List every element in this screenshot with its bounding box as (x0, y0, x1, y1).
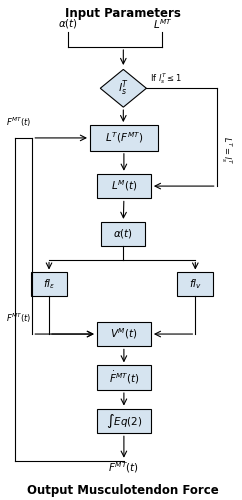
Text: $L^T(F^{MT})$: $L^T(F^{MT})$ (105, 130, 143, 146)
Text: $l_s^T$: $l_s^T$ (118, 78, 129, 98)
Text: $\int Eq(2)$: $\int Eq(2)$ (106, 412, 142, 430)
Text: $F^{MT}(t)$: $F^{MT}(t)$ (6, 312, 31, 325)
Text: If $l_s^T \leq 1$: If $l_s^T \leq 1$ (150, 71, 182, 86)
Text: Input Parameters: Input Parameters (65, 8, 181, 20)
Polygon shape (100, 70, 146, 107)
FancyBboxPatch shape (97, 322, 151, 346)
Text: $V^M(t)$: $V^M(t)$ (110, 326, 138, 342)
Text: Output Musculotendon Force: Output Musculotendon Force (27, 484, 219, 497)
FancyBboxPatch shape (97, 174, 151, 199)
Text: $fl_\varepsilon$: $fl_\varepsilon$ (43, 278, 55, 291)
FancyBboxPatch shape (97, 408, 151, 434)
Text: $\alpha(t)$: $\alpha(t)$ (113, 227, 133, 240)
Text: $L^M(t)$: $L^M(t)$ (111, 178, 137, 194)
Text: $L^{MT}$: $L^{MT}$ (153, 17, 172, 30)
Text: $\alpha(t)$: $\alpha(t)$ (58, 17, 78, 30)
Text: $fl_v$: $fl_v$ (189, 278, 202, 291)
FancyBboxPatch shape (101, 222, 145, 246)
Text: $F^{MT}(t)$: $F^{MT}(t)$ (6, 116, 31, 128)
Text: $\dot{F}^{MT}(t)$: $\dot{F}^{MT}(t)$ (109, 370, 139, 386)
Text: $F^{MT}(t)$: $F^{MT}(t)$ (108, 460, 139, 474)
FancyBboxPatch shape (97, 366, 151, 390)
Text: $L^T = l_s^T$: $L^T = l_s^T$ (219, 136, 234, 164)
FancyBboxPatch shape (177, 272, 213, 296)
FancyBboxPatch shape (31, 272, 67, 296)
FancyBboxPatch shape (90, 125, 158, 151)
